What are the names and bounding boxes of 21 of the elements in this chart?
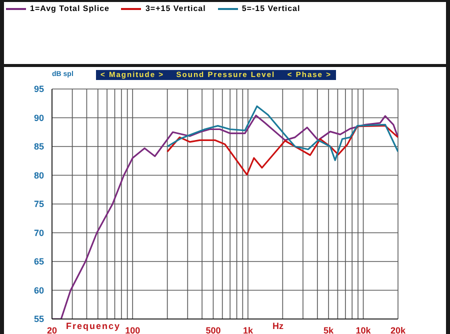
- y-tick-label: 55: [34, 314, 44, 324]
- legend-label: 1=Avg Total Splice: [29, 4, 110, 13]
- x-tick-label: 10k: [356, 325, 372, 334]
- y-tick-label: 65: [34, 256, 44, 267]
- x-tick-label: 1k: [242, 325, 254, 334]
- y-tick-label: 95: [34, 84, 44, 94]
- y-tick-label: 85: [34, 142, 44, 152]
- y-tick-label: 70: [34, 228, 44, 238]
- legend-label: 5=-15 Vertical: [240, 4, 300, 13]
- x-axis-title: Frequency: [66, 321, 121, 331]
- y-tick-label: 75: [34, 199, 44, 210]
- y-tick-label: 90: [34, 112, 44, 123]
- legend-label: 3=+15 Vertical: [144, 4, 206, 13]
- y-tick-label: 60: [34, 285, 44, 296]
- text: Hz: [272, 321, 284, 331]
- x-tick-label: 100: [125, 325, 140, 334]
- x-tick-label: 20: [46, 325, 58, 334]
- x-tick-label: 20k: [390, 325, 406, 334]
- x-tick-label: 500: [206, 325, 221, 334]
- y-tick-label: 80: [34, 170, 44, 180]
- x-tick-label: 5k: [324, 325, 335, 334]
